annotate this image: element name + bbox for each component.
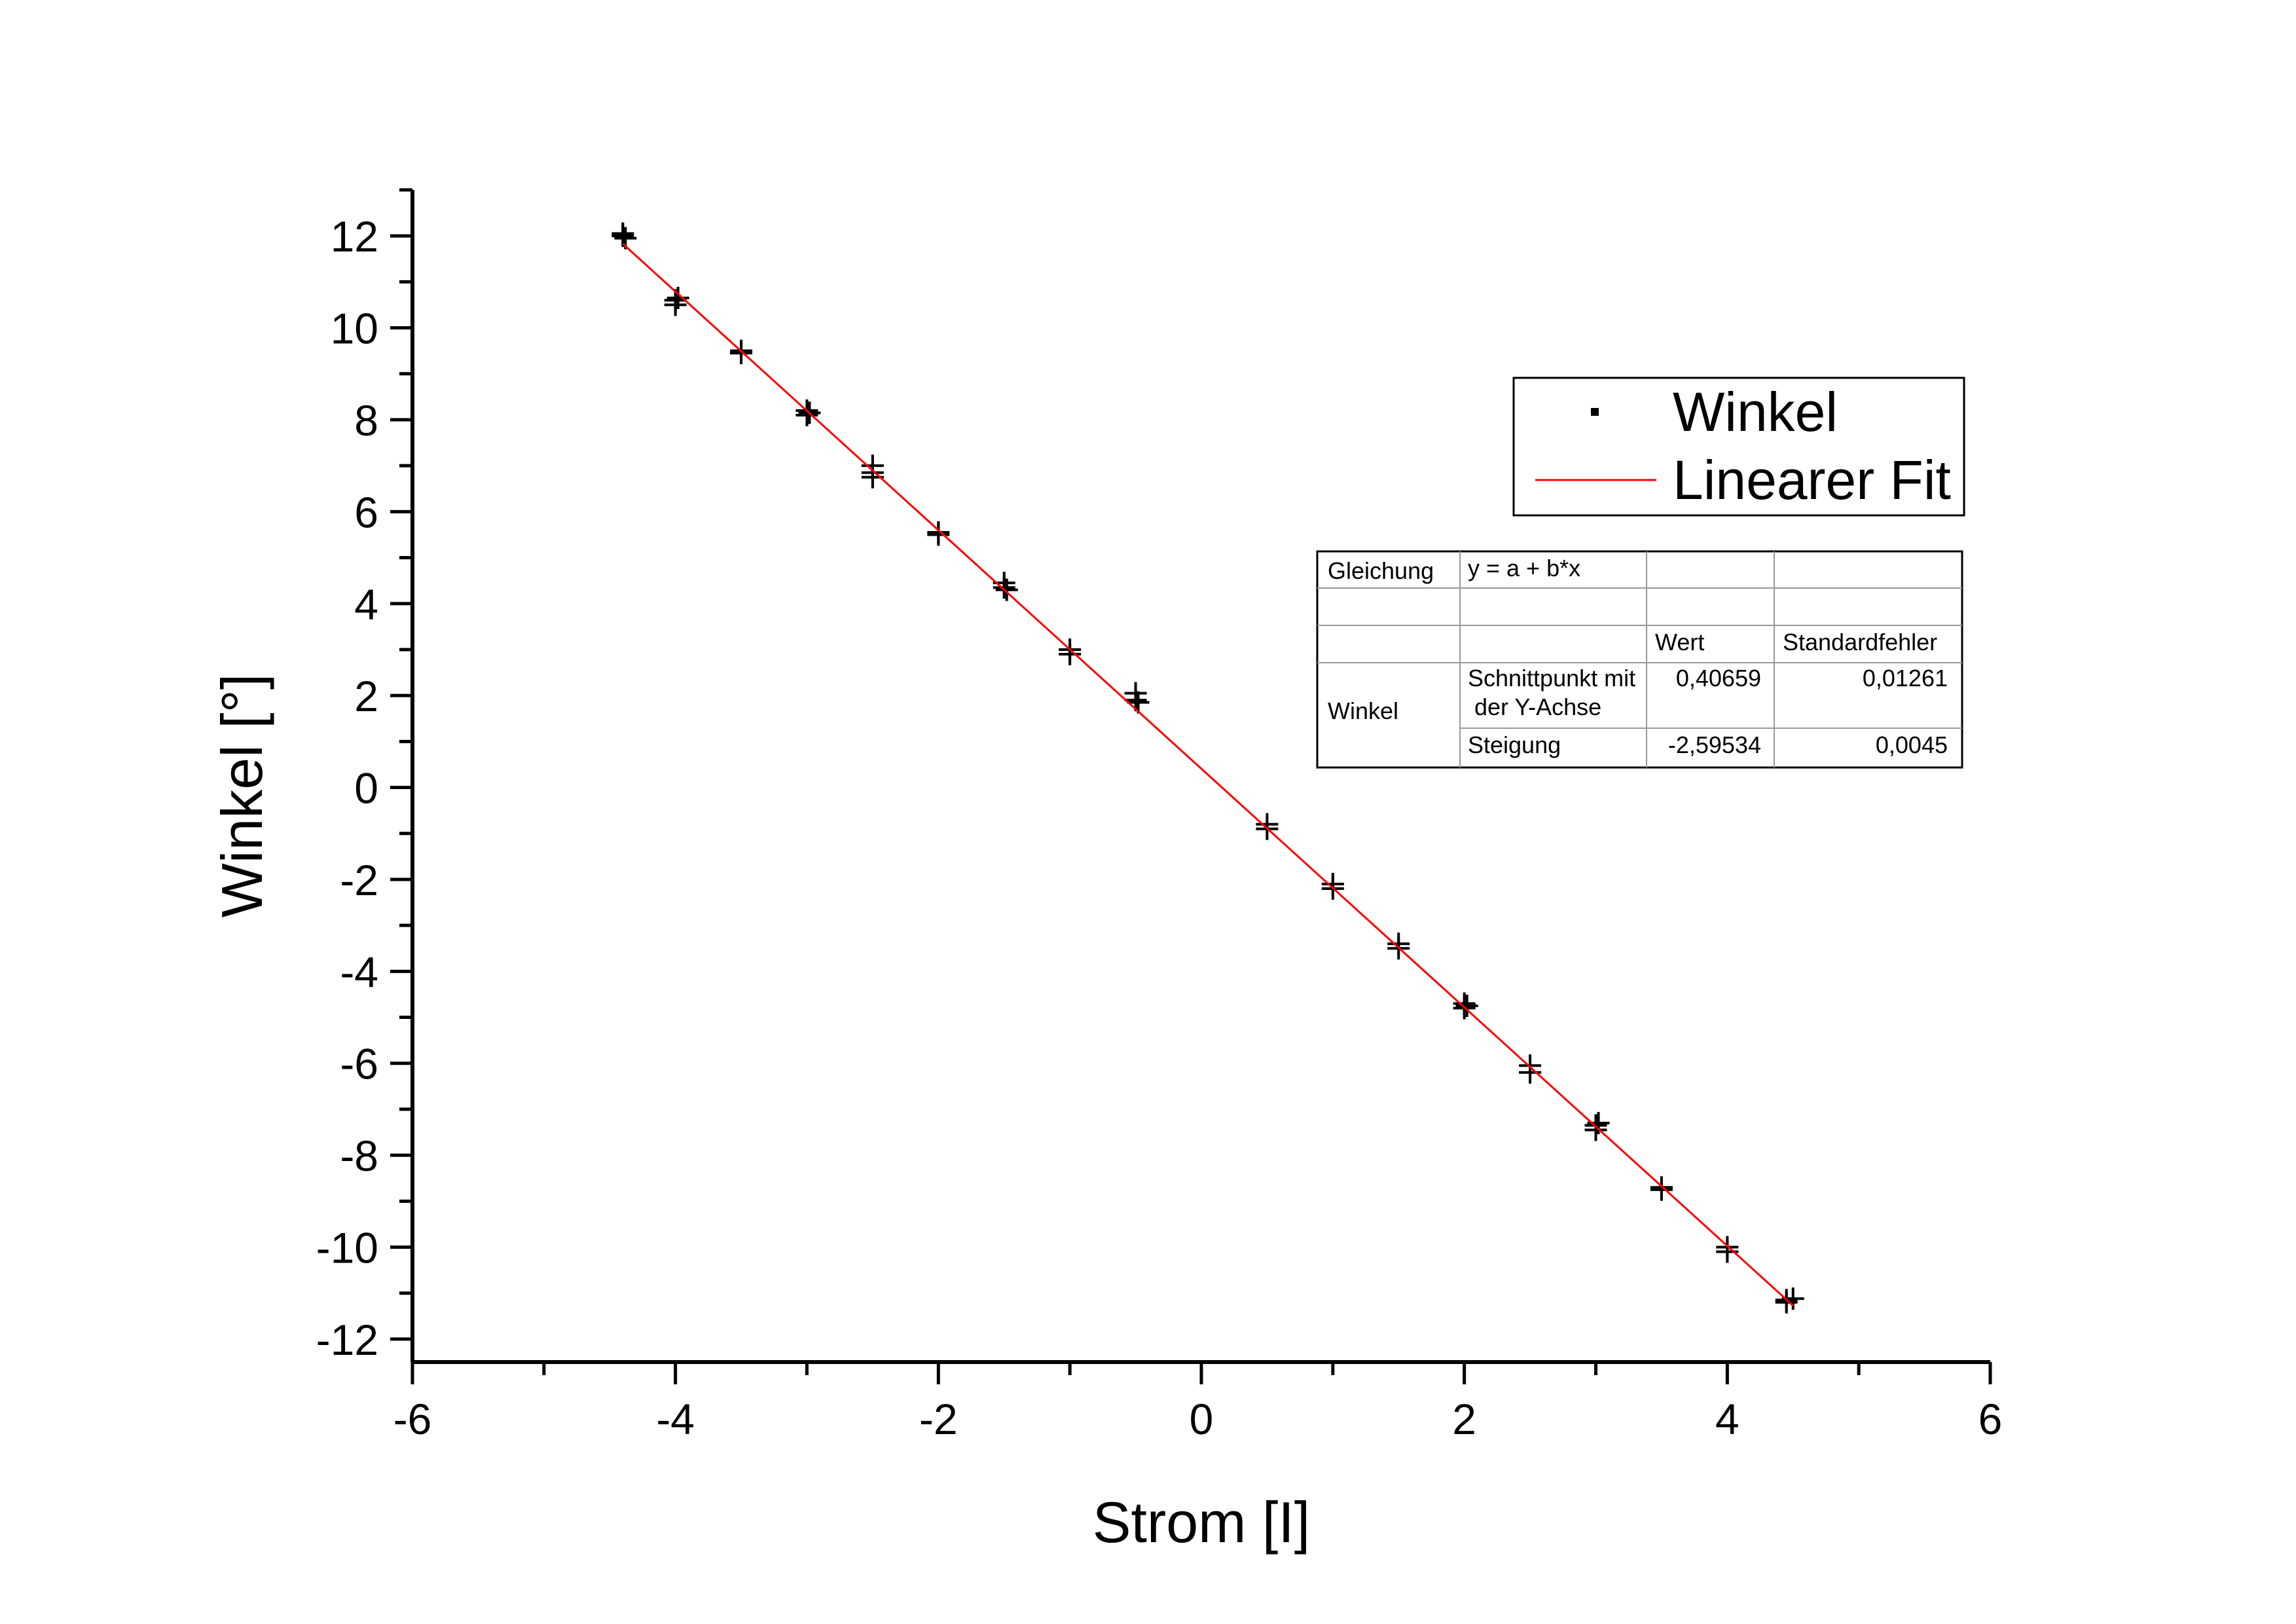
table-cell-winkel: Winkel	[1328, 697, 1398, 724]
x-tick-label: 2	[1452, 1395, 1476, 1443]
y-tick-label: 4	[354, 580, 378, 629]
y-tick-label: 12	[331, 212, 378, 261]
data-point	[1650, 1178, 1673, 1201]
table-cell-intercept-label: Schnittpunkt mit der Y-Achse	[1468, 665, 1635, 720]
y-tick-label: -8	[340, 1132, 378, 1180]
data-point	[1455, 994, 1478, 1017]
y-tick-label: -12	[316, 1316, 378, 1364]
legend-box	[1512, 377, 1965, 517]
y-tick-label: 10	[331, 304, 378, 353]
y-axis-title: Winkel [°]	[210, 674, 274, 918]
legend-label-winkel: Winkel	[1673, 381, 1838, 443]
data-point	[611, 222, 634, 245]
y-tick-label: -6	[340, 1040, 378, 1088]
x-tick-label: -6	[393, 1395, 432, 1443]
x-tick-label: -2	[919, 1395, 958, 1443]
table-cell-slope-label: Steigung	[1468, 731, 1561, 758]
x-tick-label: -4	[656, 1395, 695, 1443]
data-point	[995, 578, 1018, 601]
axis-ticks: -6 -4 -2 0 2 4 6 -12 -10 -8 -6 -4 -2 0 2 4 6 8 10 12	[316, 188, 2003, 1443]
x-axis-title: Strom [I]	[1093, 1490, 1311, 1555]
legend-label-fit: Linearer Fit	[1673, 449, 1951, 511]
table-cell-line: Schnittpunkt mit	[1468, 665, 1635, 692]
table-cell-intercept-value: 0,40659	[1676, 665, 1761, 692]
fit-line	[622, 243, 1794, 1306]
y-tick-label: -2	[340, 856, 378, 904]
table-cell-intercept-stderr: 0,01261	[1863, 665, 1948, 692]
table-cell-stderr-header: Standardfehler	[1783, 629, 1937, 655]
x-tick-label: 6	[1978, 1395, 2003, 1443]
table-cell-slope-stderr: 0,0045	[1876, 731, 1948, 758]
y-tick-label: 2	[354, 672, 378, 720]
x-tick-label: 0	[1190, 1395, 1214, 1443]
table-cell-equation: y = a + b*x	[1468, 555, 1580, 581]
data-point	[666, 286, 689, 309]
data-point	[1127, 691, 1150, 714]
data-point	[1124, 682, 1147, 705]
y-tick-label: 8	[354, 396, 378, 445]
fit-results-table: Gleichung y = a + b*x Wert Standardfehler Wi…	[1316, 550, 1963, 769]
table-cell-wert-header: Wert	[1655, 629, 1704, 655]
table-cell-line: der Y-Achse	[1468, 693, 1601, 720]
x-tick-label: 4	[1715, 1395, 1740, 1443]
y-tick-label: 6	[354, 488, 378, 536]
legend-marker-winkel	[1591, 408, 1599, 416]
y-tick-label: 0	[354, 764, 378, 813]
data-point	[795, 403, 818, 426]
series-layer	[611, 222, 1804, 1314]
table-cell-slope-value: -2,59534	[1668, 731, 1761, 758]
data-point	[927, 521, 950, 544]
y-tick-label: -4	[340, 948, 378, 996]
table-cell-gleichung: Gleichung	[1328, 557, 1434, 584]
data-point	[730, 342, 753, 365]
y-tick-label: -10	[316, 1224, 378, 1272]
